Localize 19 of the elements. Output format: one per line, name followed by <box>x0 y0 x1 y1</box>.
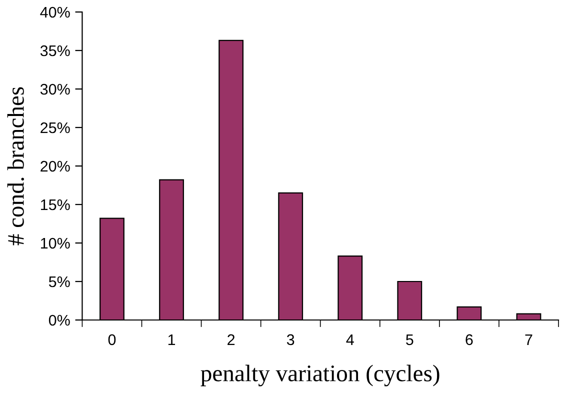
y-tick-label: 10% <box>40 238 70 249</box>
y-tick-label: 25% <box>40 122 70 134</box>
y-tick-label: 20% <box>40 160 70 172</box>
x-tick-label: 4 <box>346 334 354 345</box>
x-tick-label: 1 <box>168 334 176 345</box>
y-tick-label: 40% <box>40 6 70 18</box>
x-tick-label: 0 <box>108 334 116 346</box>
y-tick-label: 5% <box>48 276 70 288</box>
x-tick-label: 7 <box>525 334 532 345</box>
y-axis-title: # cond. branches <box>7 87 24 246</box>
y-tick-label: 0% <box>48 314 70 326</box>
y-tick-label: 15% <box>40 199 70 210</box>
y-tick-label: 35% <box>40 45 70 56</box>
x-axis-title: penalty variation (cycles) <box>200 364 440 386</box>
x-tick-label: 6 <box>466 334 473 346</box>
x-tick-label: 2 <box>228 334 235 345</box>
y-tick-label: 30% <box>40 84 70 95</box>
x-tick-label: 3 <box>286 334 294 346</box>
x-tick-label: 5 <box>406 334 414 346</box>
